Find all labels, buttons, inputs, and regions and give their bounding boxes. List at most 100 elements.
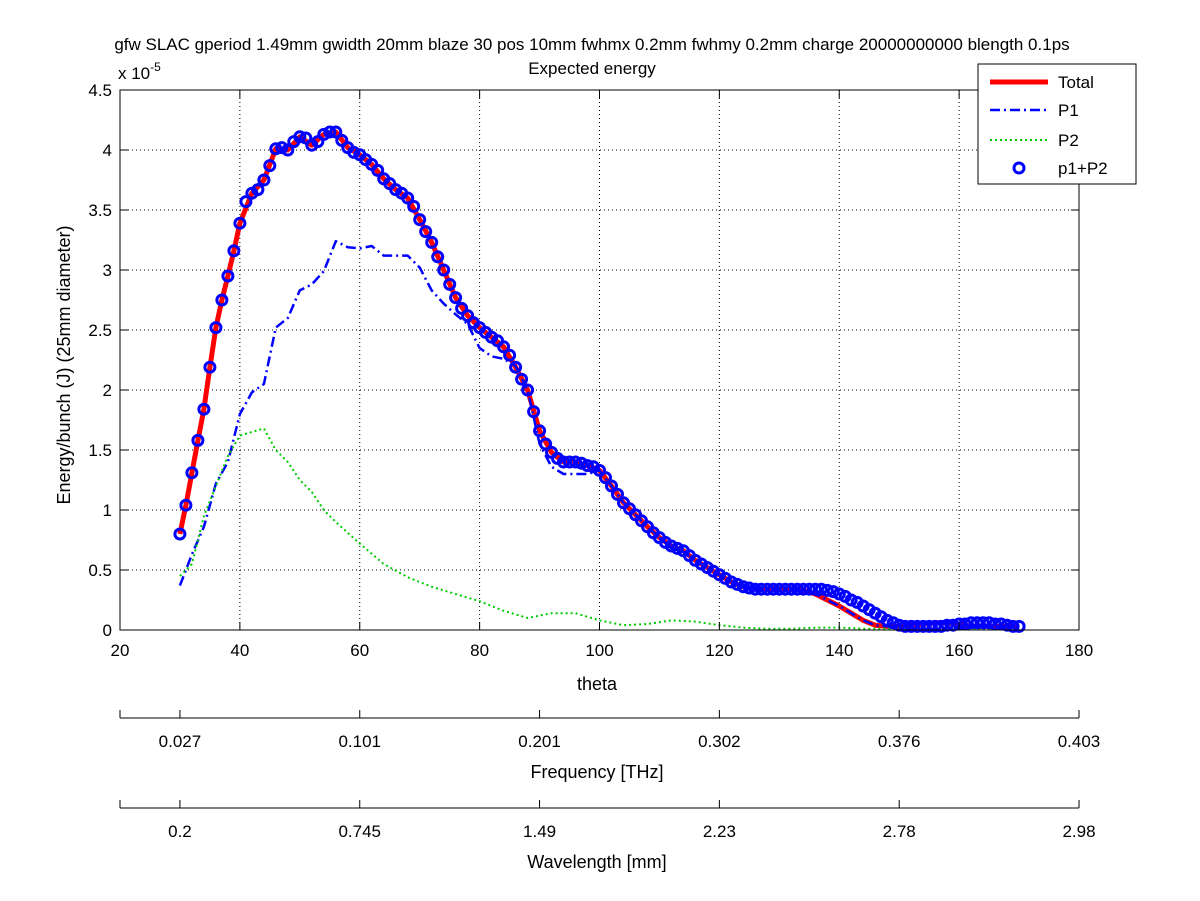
y-tick-label: 1.5 [88, 441, 112, 460]
series-p1p2-point [329, 125, 343, 139]
series-p1p2-point [976, 616, 990, 630]
series-p1p2-point [497, 340, 511, 354]
chart-subtitle: Expected energy [528, 59, 656, 78]
y-multiplier-exp: -5 [150, 60, 161, 74]
plot-area [120, 90, 1079, 630]
x-axis-label: theta [577, 674, 618, 694]
series-p1p2-point [994, 617, 1008, 631]
x-tick-label: 180 [1065, 641, 1093, 660]
legend-label-p1p2: p1+P2 [1058, 159, 1108, 178]
y-tick-label: 0 [103, 621, 112, 640]
series-p1p2-point [251, 183, 265, 197]
series-p1p2-point [605, 479, 618, 493]
series-p1p2-point [964, 616, 978, 630]
y-tick-label: 4 [103, 141, 112, 160]
series-p1p2-point [826, 585, 840, 599]
series-p1p2-point [197, 402, 211, 416]
series-p1p2-point [778, 582, 792, 596]
series-p1p2-point [533, 424, 547, 438]
y-tick-label: 4.5 [88, 81, 112, 100]
x-tick-label: 60 [350, 641, 369, 660]
series-p1p2-point [784, 582, 798, 596]
series-p1p2-point [670, 541, 684, 555]
wavelength-axis: 0.2 0.745 1.49 2.23 2.78 2.98 Wavelength [mm] [119, 800, 1096, 872]
series-p1p2-point [808, 582, 822, 596]
series-p1p2-point [215, 293, 229, 307]
series-p1p2-point [928, 619, 942, 633]
secondary-tick-label: 2.23 [703, 822, 736, 841]
series-p1p2-point [790, 582, 804, 596]
y-tick-label: 2 [103, 381, 112, 400]
secondary-tick-label: 0.745 [338, 822, 381, 841]
series-p1p2-point [772, 582, 786, 596]
series-p1p2-point [281, 143, 295, 157]
series-p1p2-point [269, 142, 283, 156]
series-p1p2-point [437, 263, 451, 277]
series-p1p2-point [970, 616, 984, 630]
series-p1p2-point [796, 582, 810, 596]
series-p1p2-point [323, 125, 337, 139]
series-p1p2-point [563, 455, 576, 469]
series-p1p2-point [557, 455, 570, 469]
series-p1p2-point [449, 291, 463, 305]
frequency-axis: 0.027 0.101 0.201 0.302 0.376 0.403 Frequency … [119, 710, 1100, 782]
series-p1p2-point [730, 577, 744, 591]
axes: 20 40 60 80 100 120 140 160 180 0 0.5 1 1.5 2 2.5 3 3.5 4… [88, 81, 1093, 660]
series-p1p2-point [760, 582, 774, 596]
series-p1p2-point [569, 455, 582, 469]
series-p1p2-point [527, 405, 541, 419]
series-p1p2-point [611, 487, 624, 501]
y-tick-label: 3 [103, 261, 112, 280]
series-p1p2-point [371, 163, 385, 177]
secondary-tick-label: 0.302 [698, 732, 741, 751]
series-p1p2-point [880, 613, 894, 627]
series-p1p2-point [742, 581, 756, 595]
series-p1p2-point [736, 580, 750, 594]
series-p1p2-point [1006, 619, 1020, 633]
x-tick-label: 80 [470, 641, 489, 660]
y-axis-label: Energy/bunch (J) (25mm diameter) [54, 225, 74, 504]
series-p1p2-point [293, 130, 307, 144]
series-p1p2-point [934, 619, 948, 633]
secondary-tick-label: 0.376 [878, 732, 921, 751]
legend-label-p2: P2 [1058, 131, 1079, 150]
x-tick-label: 20 [111, 641, 130, 660]
legend: Total P1 P2 p1+P2 [977, 63, 1137, 185]
series-p1p2-point [257, 173, 271, 187]
wavelength-axis-label: Wavelength [mm] [527, 852, 666, 872]
secondary-tick-label: 0.027 [159, 732, 202, 751]
secondary-tick-label: 0.201 [518, 732, 561, 751]
series-p2-line [179, 427, 1020, 630]
series-p1p2-point [185, 466, 199, 480]
series-p1p2-point [898, 619, 912, 633]
series-p1p2-point [766, 582, 780, 596]
y-tick-label: 2.5 [88, 321, 112, 340]
series-p1p2-markers [173, 125, 1026, 633]
series-p1p2-point [209, 321, 223, 335]
series-p1p2-point [916, 619, 930, 633]
x-tick-label: 100 [585, 641, 613, 660]
frequency-axis-label: Frequency [THz] [530, 762, 663, 782]
y-tick-label: 1 [103, 501, 112, 520]
series-p1p2-point [401, 191, 415, 205]
series-p1p2-point [575, 456, 588, 470]
series-p1-line [178, 239, 1020, 628]
series-p1p2-point [724, 575, 738, 589]
chart-title: gfw SLAC gperiod 1.49mm gwidth 20mm blaz… [114, 35, 1069, 54]
series-p1p2-point [203, 360, 217, 374]
secondary-tick-label: 2.98 [1062, 822, 1095, 841]
secondary-axes: 0.027 0.101 0.201 0.302 0.376 0.403 Frequency … [119, 710, 1100, 872]
series-p1p2-point [503, 348, 517, 362]
series-p1p2-point [599, 471, 612, 485]
series-p1p2-point [227, 244, 241, 258]
secondary-tick-label: 0.101 [338, 732, 381, 751]
series-p1p2-point [1012, 619, 1026, 633]
series-p1p2-point [221, 269, 235, 283]
series-p1p2-point [521, 383, 535, 397]
secondary-tick-label: 1.49 [523, 822, 556, 841]
series-p1p2-point [515, 372, 529, 386]
y-tick-label: 0.5 [88, 561, 112, 580]
series-p1p2-point [754, 582, 768, 596]
series-p1p2-point [419, 225, 433, 239]
